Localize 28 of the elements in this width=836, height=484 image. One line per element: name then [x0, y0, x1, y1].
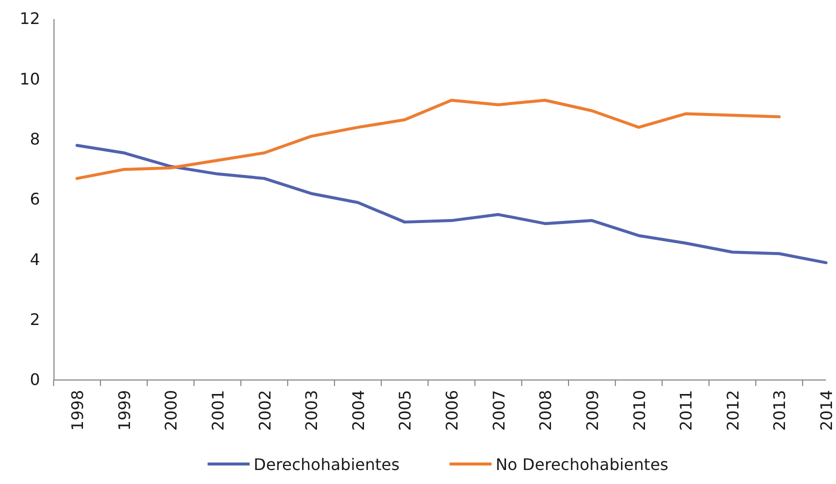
y-tick-label: 12 — [20, 9, 40, 28]
x-tick-label: 2008 — [536, 390, 556, 431]
x-tick-label: 2000 — [162, 390, 181, 431]
x-tick-label: 2004 — [348, 390, 368, 431]
x-tick-label: 2012 — [723, 390, 742, 431]
x-tick-label: 2009 — [582, 390, 602, 431]
y-tick-label: 2 — [30, 310, 40, 329]
x-tick-label: 1999 — [114, 390, 134, 431]
y-tick-label: 0 — [30, 370, 40, 390]
y-tick-label: 8 — [30, 129, 40, 148]
line-series — [76, 98, 781, 180]
x-tick-label: 1998 — [68, 390, 87, 431]
x-tick-label: 2006 — [442, 390, 462, 431]
x-tick-label: 2007 — [489, 390, 508, 431]
legend-label: Derechohabientes — [254, 455, 400, 474]
x-tick-label: 2001 — [208, 390, 228, 431]
x-tick-label: 2002 — [255, 390, 274, 431]
y-tick-label: 6 — [30, 190, 40, 209]
y-tick-label: 10 — [20, 69, 40, 88]
x-tick-label: 2010 — [630, 390, 649, 431]
line-series — [76, 144, 828, 264]
x-tick-label: 2003 — [302, 390, 322, 431]
y-tick-label: 4 — [30, 250, 40, 269]
x-tick-label: 2005 — [396, 390, 415, 431]
legend-label: No Derechohabientes — [496, 455, 668, 474]
x-tick-label: 2013 — [770, 390, 790, 431]
x-tick-label: 2011 — [676, 390, 696, 431]
x-tick-label: 2014 — [817, 390, 836, 431]
